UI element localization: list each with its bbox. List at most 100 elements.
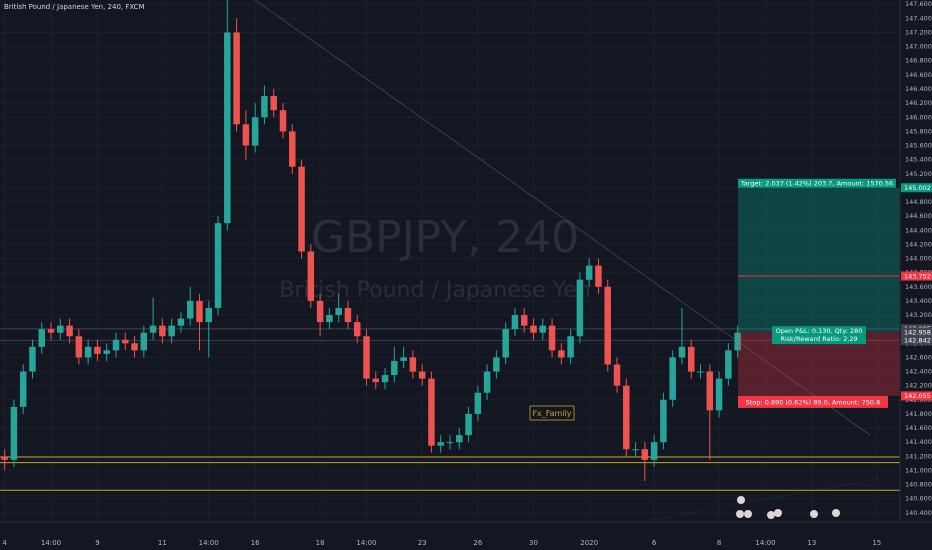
candle-body <box>678 346 686 358</box>
candle-body <box>706 371 714 411</box>
y-tick-label: 141.600 <box>905 424 932 432</box>
x-tick-label: 8 <box>717 539 721 547</box>
event-icon <box>832 509 840 517</box>
price-marker <box>901 335 932 345</box>
price-marker <box>901 391 932 401</box>
trend-line <box>254 0 871 436</box>
candle-body <box>353 322 361 337</box>
candle-body <box>623 385 630 450</box>
x-tick-label: 6 <box>652 539 657 547</box>
candle-body <box>177 318 185 326</box>
candle-body <box>641 449 649 460</box>
event-icon <box>774 509 782 517</box>
candle-body <box>289 131 296 167</box>
candle-body <box>632 449 639 451</box>
candle-body <box>307 251 315 301</box>
candle-body <box>418 371 426 379</box>
candle-body <box>66 325 73 337</box>
candle-body <box>19 371 27 407</box>
y-tick-label: 141.000 <box>905 466 932 474</box>
x-tick-label: 9 <box>95 539 99 547</box>
y-tick-label: 146.400 <box>905 85 932 93</box>
candle-body <box>520 315 528 326</box>
candle-body <box>242 124 250 146</box>
x-tick-label: 4 <box>2 539 7 547</box>
rr-label: Risk/Reward Ratio: 2.29 <box>780 335 857 343</box>
y-tick-label: 142.400 <box>905 368 932 376</box>
candle-body <box>344 307 352 323</box>
candle-body <box>613 364 621 386</box>
price-marker-label: 142.055 <box>904 392 931 400</box>
candle-body <box>483 371 491 393</box>
candle-body <box>558 350 565 358</box>
x-tick-label: 18 <box>316 539 325 547</box>
stop-label-bg <box>738 395 888 408</box>
y-tick-label: 144.600 <box>905 212 932 220</box>
x-tick-label: 14:00 <box>356 539 376 547</box>
candle-body <box>650 442 658 460</box>
target-label: Target: 2.037 (1.42%) 203.7, Amount: 157… <box>740 179 893 187</box>
x-tick-label: 14:00 <box>41 539 61 547</box>
candle-body <box>196 300 203 323</box>
x-tick-label: 11 <box>158 539 167 547</box>
candle-body <box>715 378 723 411</box>
candle-body <box>214 223 222 308</box>
y-tick-label: 147.400 <box>905 14 932 22</box>
y-tick-label: 146.200 <box>905 99 932 107</box>
y-tick-label: 142.200 <box>905 382 932 390</box>
x-tick-label: 16 <box>251 539 260 547</box>
price-marker <box>901 271 932 281</box>
y-tick-label: 145.200 <box>905 170 932 178</box>
candle-body <box>122 339 129 344</box>
candle-body <box>391 360 398 376</box>
candle-body <box>734 332 741 351</box>
candle-body <box>456 435 463 443</box>
candle-body <box>224 32 231 224</box>
candle-body <box>669 357 676 400</box>
y-tick-label: 141.200 <box>905 452 932 460</box>
chart-title: British Pound / Japanese Yen, 240, FXCM <box>4 3 145 11</box>
candle-body <box>372 378 380 383</box>
candle-body <box>205 307 213 323</box>
candle-body <box>251 117 259 146</box>
candle-body <box>381 375 389 383</box>
y-tick-label: 146.800 <box>905 57 932 65</box>
event-icon <box>767 511 775 519</box>
candle-body <box>539 325 547 333</box>
candle-body <box>149 325 157 333</box>
event-icon <box>737 496 745 504</box>
candle-body <box>697 371 704 373</box>
y-tick-label: 144.200 <box>905 240 932 248</box>
candle-body <box>316 300 324 323</box>
price-marker-label: 142.958 <box>904 328 931 336</box>
candle-body <box>326 315 333 323</box>
y-tick-label: 146.600 <box>905 71 932 79</box>
y-tick-label: 145.800 <box>905 127 932 135</box>
price-marker-label: 143.752 <box>904 272 931 280</box>
pnl-label-bg <box>772 326 866 345</box>
candle-body <box>446 442 454 444</box>
candle-body <box>84 346 92 358</box>
annotation: Fx_Family <box>532 409 571 418</box>
candle-body <box>363 336 370 379</box>
candle-body <box>233 32 240 125</box>
x-tick-label: 26 <box>473 539 482 547</box>
candle-body <box>530 325 537 333</box>
candle-body <box>159 325 166 337</box>
y-tick-label: 143.600 <box>905 283 932 291</box>
candle-body <box>604 286 611 365</box>
y-tick-label: 143.400 <box>905 297 932 305</box>
candle-body <box>261 96 268 118</box>
candle-body <box>437 442 444 446</box>
candle-body <box>567 336 574 358</box>
x-tick-label: 2020 <box>580 539 598 547</box>
profit-zone <box>738 187 908 333</box>
candle-body <box>576 279 584 337</box>
y-tick-label: 145.400 <box>905 156 932 164</box>
y-tick-label: 144.400 <box>905 226 932 234</box>
y-tick-label: 144.000 <box>905 255 932 263</box>
y-tick-label: 147.200 <box>905 28 932 36</box>
